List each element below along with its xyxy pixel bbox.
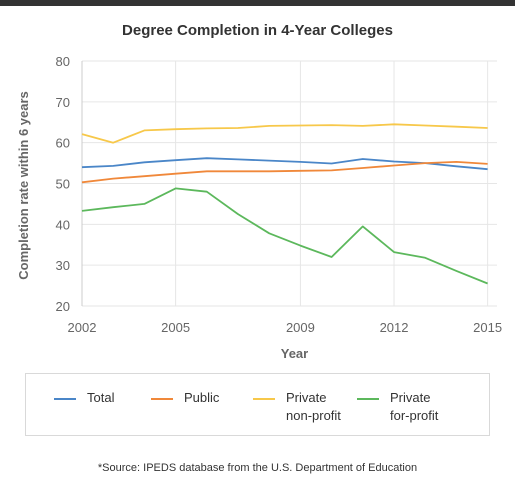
chart-title: Degree Completion in 4-Year Colleges — [122, 22, 393, 39]
legend-swatch-private-forprofit — [357, 398, 379, 400]
x-tick-label: 2012 — [380, 320, 409, 335]
series-line-private-for-profit — [81, 187, 488, 285]
line-chart: 20 30 40 50 60 70 80 2002 2005 2009 2012 2015 Year Co… — [16, 54, 502, 361]
y-tick-label: 60 — [56, 136, 70, 151]
legend-swatch-private-nonprofit — [253, 398, 275, 400]
legend-swatch-total — [54, 398, 76, 400]
x-tick-label: 2005 — [161, 320, 190, 335]
x-tick-label: 2015 — [473, 320, 502, 335]
y-tick-label: 80 — [56, 54, 70, 69]
series-line-private-non-profit — [81, 123, 488, 144]
legend-label-public: Public — [184, 390, 220, 405]
y-tick-label: 30 — [56, 258, 70, 273]
x-axis-title: Year — [281, 346, 308, 361]
x-tick-label: 2009 — [286, 320, 315, 335]
chart-legend: Total Public Private non-profit Private … — [25, 373, 490, 436]
series-line-public — [81, 160, 488, 184]
y-tick-label: 70 — [56, 95, 70, 110]
legend-label-private-nonprofit: Private non-profit — [286, 390, 341, 423]
x-tick-label: 2002 — [68, 320, 97, 335]
legend-swatch-public — [151, 398, 173, 400]
legend-label-total: Total — [87, 390, 115, 405]
y-tick-label: 20 — [56, 299, 70, 314]
source-footnote: *Source: IPEDS database from the U.S. De… — [97, 462, 418, 474]
top-bar — [0, 0, 515, 6]
y-axis-title: Completion rate within 6 years — [16, 91, 31, 280]
y-tick-label: 50 — [56, 177, 70, 192]
legend-label-private-forprofit: Private for-profit — [390, 390, 439, 423]
y-tick-label: 40 — [56, 217, 70, 232]
